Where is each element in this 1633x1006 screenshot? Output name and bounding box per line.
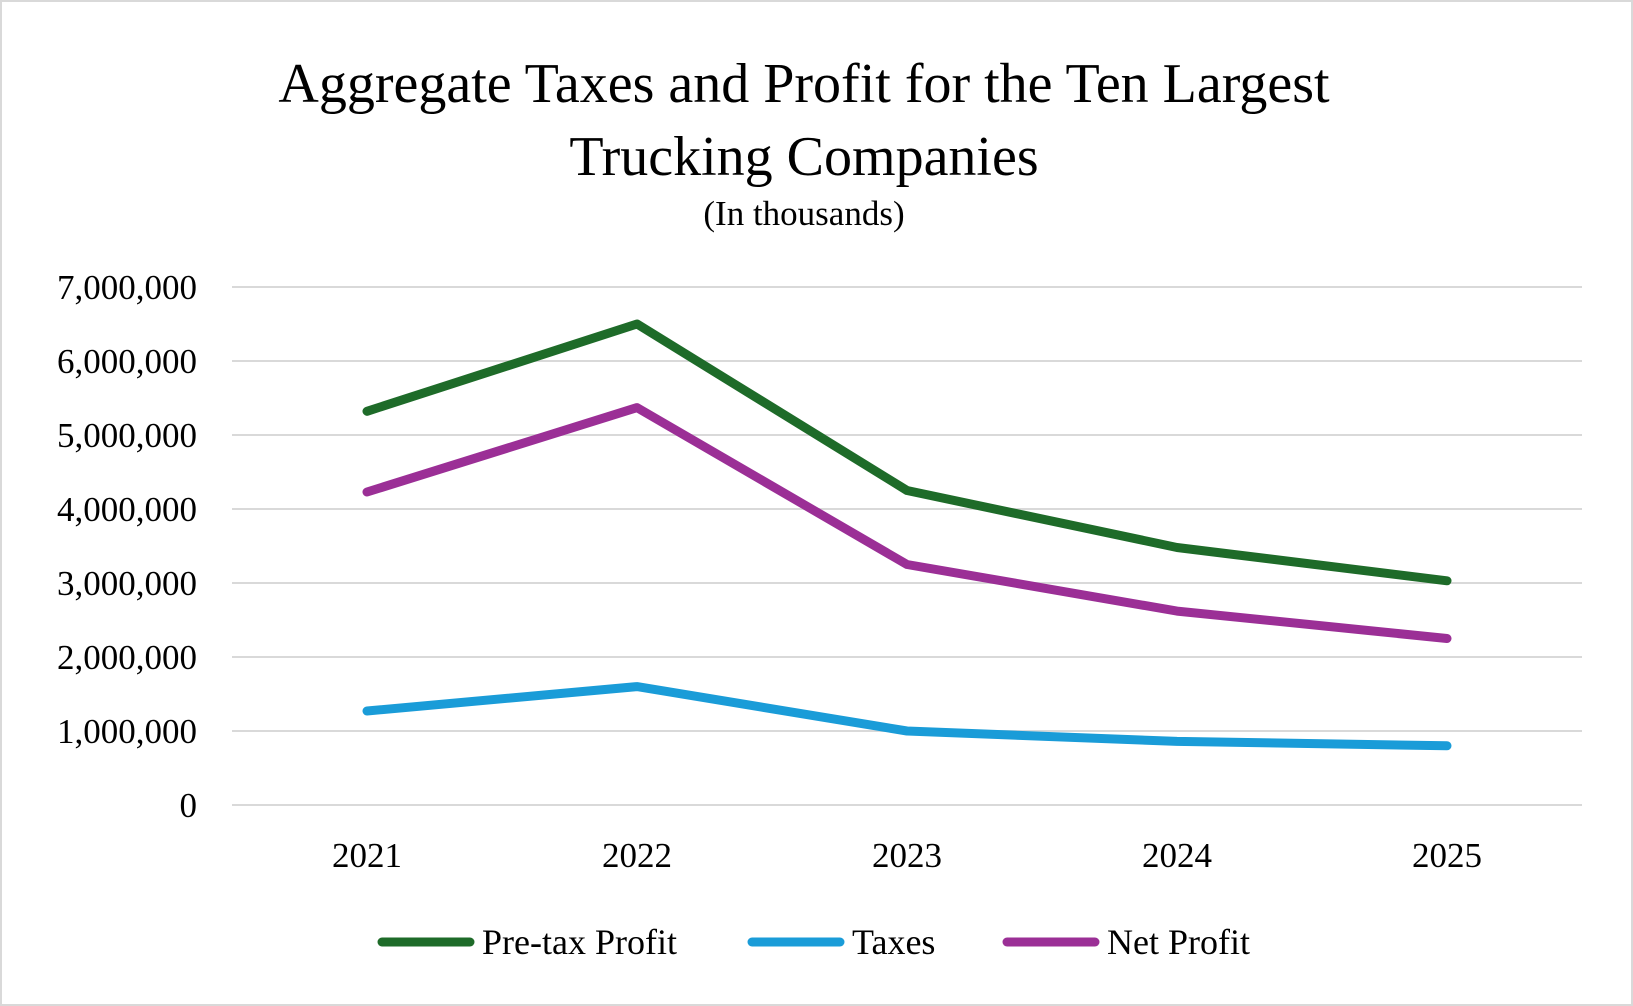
gridlines [232, 286, 1582, 806]
y-tick-label: 6,000,000 [57, 342, 197, 381]
legend-label-taxes: Taxes [852, 922, 935, 962]
chart-subtitle: (In thousands) [703, 194, 904, 233]
y-tick-label: 2,000,000 [57, 638, 197, 677]
x-tick-label: 2024 [1142, 836, 1212, 875]
x-tick-label: 2022 [602, 836, 672, 875]
series-line-taxes [362, 682, 1452, 751]
y-tick-label: 0 [180, 786, 198, 825]
legend: Pre-tax Profit Taxes Net Profit [377, 922, 1250, 962]
x-tick-label: 2025 [1412, 836, 1482, 875]
y-tick-label: 5,000,000 [57, 416, 197, 455]
y-tick-label: 1,000,000 [57, 712, 197, 751]
x-axis-tick-labels: 2021 2022 2023 2024 2025 [332, 836, 1482, 875]
chart-title-line-2: Trucking Companies [569, 126, 1038, 188]
x-tick-label: 2021 [332, 836, 402, 875]
y-tick-label: 7,000,000 [57, 268, 197, 307]
x-tick-label: 2023 [872, 836, 942, 875]
legend-label-net-profit: Net Profit [1107, 922, 1250, 962]
series-lines [362, 319, 1452, 751]
y-tick-label: 4,000,000 [57, 490, 197, 529]
series-line-pre-tax-profit [362, 319, 1452, 586]
y-axis-tick-labels: 0 1,000,000 2,000,000 3,000,000 4,000,000 5,0… [57, 268, 197, 825]
series-line-net-profit [362, 403, 1452, 643]
legend-label-pre-tax-profit: Pre-tax Profit [482, 922, 677, 962]
y-tick-label: 3,000,000 [57, 564, 197, 603]
chart-title-line-1: Aggregate Taxes and Profit for the Ten L… [278, 53, 1330, 115]
